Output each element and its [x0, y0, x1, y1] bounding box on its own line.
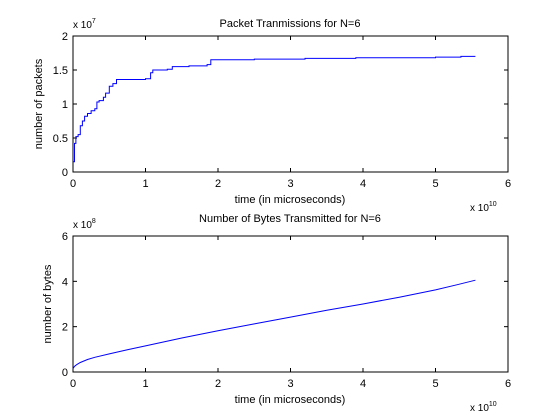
packets-x-tick-label: 0 — [70, 178, 76, 190]
bytes-subplot: Number of Bytes Transmitted for N=6 time… — [42, 213, 511, 414]
packets-chart-title: Packet Tranmissions for N=6 — [220, 18, 361, 30]
bytes-x-multiplier: x 1010 — [470, 401, 497, 414]
packets-y-tick-label: 0 — [62, 167, 68, 179]
bytes-y-tick-label: 2 — [62, 322, 68, 334]
packets-y-tick-label: 1.5 — [53, 65, 68, 77]
packets-y-tick-label: 0.5 — [53, 133, 68, 145]
packets-series-line — [73, 55, 476, 163]
packets-x-tick-label: 1 — [142, 178, 148, 190]
bytes-y-tick-label: 4 — [62, 276, 68, 288]
packets-y-tick-label: 1 — [62, 99, 68, 111]
bytes-y-multiplier: x 108 — [73, 218, 96, 231]
packets-y-axis-label: number of packets — [33, 58, 45, 149]
packets-x-multiplier: x 1010 — [470, 201, 497, 214]
bytes-x-tick-label: 6 — [505, 378, 511, 390]
bytes-y-tick-label: 6 — [62, 231, 68, 243]
packets-axes-box — [72, 35, 509, 173]
bytes-x-axis-label: time (in microseconds) — [235, 394, 346, 406]
bytes-series-line — [72, 279, 476, 369]
bytes-y-axis-label: number of bytes — [42, 264, 54, 343]
packets-x-tick-label: 4 — [360, 178, 366, 190]
packets-x-tick-label: 5 — [432, 178, 438, 190]
bytes-x-tick-label: 2 — [215, 378, 221, 390]
bytes-x-tick-label: 1 — [142, 378, 148, 390]
bytes-axes-box — [72, 235, 509, 373]
bytes-y-tick-label: 0 — [62, 367, 68, 379]
bytes-x-tick-label: 5 — [432, 378, 438, 390]
packets-subplot: Packet Tranmissions for N=6 time (in mic… — [33, 18, 511, 214]
bytes-chart-title: Number of Bytes Transmitted for N=6 — [199, 213, 381, 225]
packets-x-tick-label: 2 — [215, 178, 221, 190]
packets-x-axis-label: time (in microseconds) — [235, 194, 346, 206]
packets-x-tick-label: 3 — [287, 178, 293, 190]
packets-y-multiplier: x 107 — [73, 18, 96, 31]
packets-x-tick-label: 6 — [505, 178, 511, 190]
bytes-x-tick-label: 4 — [360, 378, 366, 390]
bytes-x-tick-label: 3 — [287, 378, 293, 390]
packets-y-tick-label: 2 — [62, 31, 68, 43]
bytes-x-tick-label: 0 — [70, 378, 76, 390]
